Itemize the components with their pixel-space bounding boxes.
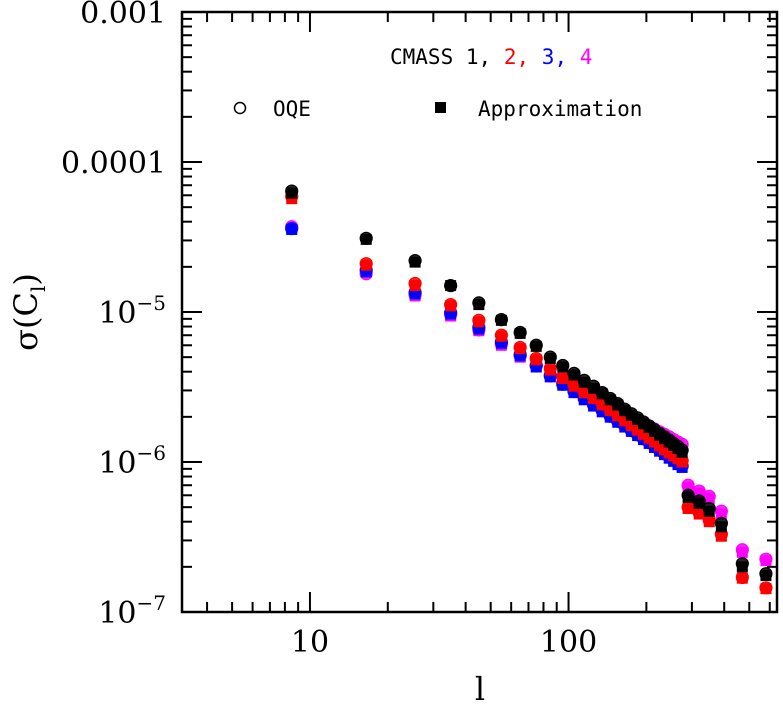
oqe-point: [408, 276, 422, 291]
oqe-point: [408, 254, 422, 268]
oqe-point: [675, 443, 689, 457]
oqe-point: [472, 296, 486, 310]
legend-sample-4: 4: [580, 45, 593, 69]
oqe-point: [359, 257, 373, 271]
oqe-point: [529, 338, 543, 352]
oqe-point: [567, 366, 581, 380]
oqe-point: [702, 501, 716, 516]
y-axis-title-main: σ(C: [7, 292, 45, 351]
legend: CMASS 1, 2, 3, 4 OQE Approximation: [233, 45, 642, 121]
y-tick-label: 0.0001: [61, 146, 166, 181]
oqe-point: [735, 570, 749, 585]
legend-sample-1: 1: [466, 45, 479, 69]
y-tick-label-base: 10: [98, 446, 136, 481]
oqe-point: [714, 504, 728, 518]
series-layer: [285, 184, 773, 595]
y-tick-label: 10−6: [98, 441, 166, 481]
oqe-point: [735, 557, 749, 571]
oqe-point: [759, 581, 773, 595]
oqe-point: [556, 370, 570, 384]
oqe-point: [714, 516, 728, 530]
oqe-point: [285, 221, 299, 236]
oqe-point: [494, 312, 509, 327]
y-tick-label-exponent: −5: [137, 291, 166, 315]
oqe-point: [472, 313, 486, 327]
oqe-point: [444, 278, 458, 293]
minor-ticks: [182, 12, 777, 612]
oqe-point: [513, 325, 527, 340]
legend-title: CMASS 1, 2, 3, 4: [390, 45, 592, 69]
oqe-point: [759, 567, 773, 581]
legend-oqe-marker: [233, 101, 247, 115]
oqe-point: [577, 373, 591, 387]
oqe-point: [735, 543, 749, 557]
oqe-point: [513, 340, 527, 355]
legend-oqe-label: OQE: [273, 97, 311, 121]
x-tick-label: 10: [291, 625, 329, 660]
x-tick-labels: 10 100: [291, 625, 597, 660]
legend-title-prefix: CMASS: [390, 45, 453, 69]
oqe-point: [681, 488, 695, 502]
legend-sample-2: 2: [504, 45, 517, 69]
y-tick-label-base: 10: [98, 596, 136, 631]
oqe-point: [543, 361, 557, 376]
oqe-point: [543, 350, 557, 364]
oqe-point: [529, 351, 543, 366]
x-tick-label: 100: [540, 625, 597, 660]
legend-approx-marker: [435, 102, 446, 113]
series-cmass-3: [285, 221, 689, 473]
oqe-point: [556, 358, 570, 373]
major-ticks: [182, 11, 777, 613]
y-tick-label-exponent: −6: [137, 441, 166, 465]
oqe-point: [494, 328, 509, 342]
series-cmass-2: [285, 189, 773, 595]
oqe-point: [759, 552, 773, 566]
y-tick-label: 10−5: [98, 291, 166, 331]
y-tick-label: 0.001: [80, 0, 166, 31]
oqe-point: [692, 494, 706, 508]
y-tick-label-base: 10: [98, 296, 136, 331]
y-axis-title-sub: l: [26, 286, 50, 292]
y-tick-label-exponent: −7: [137, 591, 166, 615]
oqe-point: [285, 184, 299, 198]
y-axis-title-close: ): [7, 273, 45, 285]
oqe-point: [359, 231, 373, 245]
legend-sample-3: 3: [542, 45, 555, 69]
y-tick-label: 10−7: [98, 591, 166, 631]
y-axis-title: σ(Cl): [7, 273, 50, 351]
x-axis-title: l: [475, 670, 485, 707]
oqe-point: [444, 298, 458, 312]
legend-approx-label: Approximation: [478, 97, 642, 121]
series-cmass-1: [285, 184, 773, 582]
